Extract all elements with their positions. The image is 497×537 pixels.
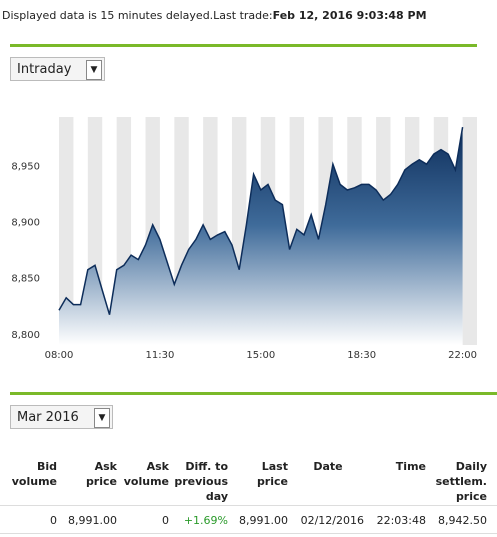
contract-select[interactable]: Mar 2016 ▼ [10,405,113,429]
cell: 02/12/2016 [300,514,364,527]
column-header: Bid volume [11,460,57,488]
x-tick-label: 18:30 [347,350,376,361]
y-tick-label: 8,900 [11,218,40,229]
y-tick-label: 8,800 [11,330,40,341]
cell: 22:03:48 [376,514,426,527]
column-header: Ask volume [123,460,169,488]
stripe [462,117,477,345]
column-header: Time [395,460,426,473]
column-header: Diff. to previous day [174,460,228,503]
divider [10,44,477,47]
cell: 8,991.00 [68,514,117,527]
x-tick-label: 22:00 [448,350,477,361]
cell: +1.69% [183,514,228,527]
row-border [0,505,497,506]
cell: 0 [50,514,57,527]
dropdown-arrow: ▼ [86,60,102,80]
last-trade: Feb 12, 2016 9:03:48 PM [272,9,427,22]
range-value: Intraday [17,62,72,77]
notice-text: Displayed data is 15 minutes delayed.Las… [2,9,273,22]
y-tick-label: 8,950 [11,161,40,172]
column-header: Date [313,460,343,473]
row-border [0,533,497,534]
column-header: Ask price [85,460,117,488]
column-header: Daily settlem. price [435,460,487,503]
range-select[interactable]: Intraday ▼ [10,57,105,81]
stripe [59,117,74,345]
delay-notice: Displayed data is 15 minutes delayed.Las… [2,9,427,22]
cell: 0 [162,514,169,527]
cell: 8,991.00 [239,514,288,527]
column-header: Last price [256,460,288,488]
x-tick-label: 08:00 [45,350,74,361]
area [59,127,463,345]
chart: 8,800 8,850 8,900 8,950 08:00 11:30 15:00 18:30… [11,117,477,361]
y-tick-label: 8,850 [11,274,40,285]
x-tick-label: 11:30 [145,350,174,361]
line [58,126,464,315]
dropdown-arrow: ▼ [94,408,110,428]
cell: 8,942.50 [438,514,487,527]
x-tick-label: 15:00 [246,350,275,361]
contract-value: Mar 2016 [17,410,79,425]
divider [10,392,497,395]
